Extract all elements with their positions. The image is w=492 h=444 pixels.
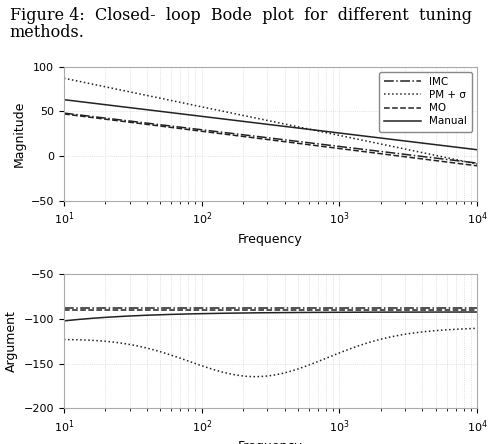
Manual [474,147,480,152]
Line: IMC: IMC [64,113,477,163]
IMC [134,119,140,125]
PM + σ [305,126,310,131]
MO [61,111,67,117]
IMC [305,140,310,145]
Manual [337,131,343,136]
MO [305,142,310,147]
Y-axis label: Magnitude: Magnitude [12,100,25,167]
IMC [167,123,173,129]
Line: PM + σ: PM + σ [64,78,477,164]
PM + σ [248,115,254,120]
IMC [474,160,480,166]
IMC [61,111,67,116]
Text: methods.: methods. [10,24,85,41]
MO [372,151,378,156]
MO [337,146,343,151]
PM + σ [474,161,480,166]
PM + σ [134,91,140,96]
X-axis label: Frequency: Frequency [238,440,303,444]
Legend: IMC, PM + σ, MO, Manual: IMC, PM + σ, MO, Manual [379,72,472,131]
Y-axis label: Argument: Argument [5,310,18,373]
MO [474,163,480,168]
IMC [248,133,254,139]
Manual [167,110,173,115]
Line: MO: MO [64,114,477,166]
MO [248,135,254,140]
Line: Manual: Manual [64,99,477,150]
MO [167,125,173,130]
X-axis label: Frequency: Frequency [238,233,303,246]
Manual [134,106,140,111]
IMC [372,148,378,154]
MO [134,120,140,126]
Manual [305,127,310,132]
Text: Figure 4:  Closed-  loop  Bode  plot  for  different  tuning: Figure 4: Closed- loop Bode plot for dif… [10,7,472,24]
Manual [248,119,254,125]
PM + σ [337,133,343,138]
PM + σ [372,140,378,146]
Manual [61,97,67,102]
PM + σ [167,98,173,103]
Manual [372,135,378,140]
IMC [337,144,343,149]
PM + σ [61,75,67,81]
